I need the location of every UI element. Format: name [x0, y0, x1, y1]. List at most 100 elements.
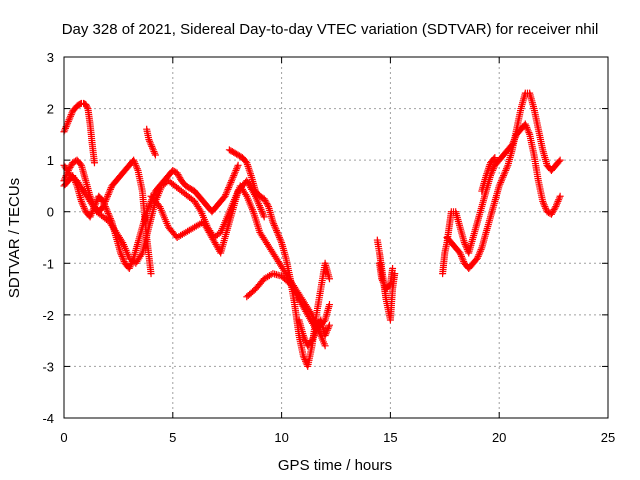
data-point-marker — [459, 256, 467, 264]
data-point-marker — [542, 204, 550, 212]
data-point-marker — [496, 180, 504, 188]
data-point-marker — [555, 194, 563, 202]
data-point-marker — [133, 163, 141, 171]
data-point-marker — [79, 201, 87, 209]
data-point-marker — [230, 170, 238, 178]
data-point-marker — [118, 237, 126, 245]
y-tick-label: 2 — [47, 102, 54, 117]
data-point-marker — [105, 211, 113, 219]
data-point-marker — [275, 234, 283, 241]
data-point-marker — [521, 120, 529, 128]
data-point-marker — [242, 191, 250, 199]
data-point-marker — [270, 221, 278, 229]
data-point-marker — [225, 182, 233, 190]
data-point-marker — [555, 196, 563, 204]
data-point-marker — [308, 337, 316, 345]
data-point-marker — [554, 197, 562, 205]
x-tick-label: 25 — [601, 430, 615, 445]
data-point-marker — [553, 199, 561, 207]
data-point-marker — [151, 149, 159, 157]
data-point-marker — [462, 242, 470, 250]
data-point-marker — [551, 204, 559, 212]
y-tick-label: -3 — [42, 359, 54, 374]
data-point-marker — [325, 275, 333, 283]
data-point-marker — [324, 325, 332, 333]
data-point-marker — [495, 182, 503, 190]
data-point-marker — [104, 192, 112, 200]
y-tick-label: 3 — [47, 50, 54, 65]
data-point-marker — [233, 163, 241, 171]
data-point-marker — [145, 203, 153, 211]
data-point-marker — [491, 154, 499, 162]
data-point-marker — [380, 280, 388, 288]
data-point-marker — [552, 203, 560, 211]
data-point-marker — [313, 325, 321, 333]
data-point-marker — [457, 252, 465, 260]
data-point-marker — [300, 333, 308, 341]
data-point-marker — [553, 201, 561, 209]
data-point-marker — [88, 209, 96, 217]
data-point-marker — [80, 204, 88, 212]
data-point-marker — [556, 156, 564, 164]
x-tick-label: 10 — [274, 430, 288, 445]
data-point-marker — [312, 326, 320, 334]
data-point-marker — [260, 213, 268, 221]
data-point-marker — [100, 199, 108, 207]
data-point-marker — [231, 168, 239, 176]
data-point-marker — [148, 144, 156, 152]
data-point-marker — [476, 247, 484, 255]
data-point-marker — [232, 166, 240, 174]
data-point-marker — [118, 252, 126, 260]
data-point-marker — [222, 191, 230, 199]
data-point-marker — [323, 326, 331, 334]
data-point-marker — [309, 335, 317, 343]
data-point-marker — [540, 201, 548, 209]
data-point-marker — [103, 194, 111, 202]
data-point-marker — [456, 249, 464, 257]
data-point-marker — [325, 323, 333, 331]
data-point-marker — [242, 157, 250, 165]
data-point-marker — [87, 211, 95, 219]
data-point-marker — [473, 254, 481, 262]
data-point-marker — [556, 192, 564, 200]
data-point-marker — [224, 185, 232, 193]
data-point-marker — [500, 170, 508, 178]
data-point-marker — [385, 281, 393, 289]
chart-title: Day 328 of 2021, Sidereal Day-to-day VTE… — [62, 21, 599, 38]
data-point-marker — [143, 208, 151, 216]
data-point-marker — [144, 204, 152, 212]
data-point-marker — [310, 331, 318, 339]
data-point-marker — [275, 232, 283, 240]
data-point-marker — [476, 249, 484, 257]
data-point-marker — [277, 237, 285, 245]
data-point-marker — [61, 124, 69, 132]
data-point-marker — [143, 206, 151, 214]
data-point-marker — [102, 204, 110, 212]
data-point-marker — [119, 256, 127, 264]
data-point-marker — [458, 254, 466, 262]
y-tick-label: -4 — [42, 411, 54, 426]
data-point-marker — [233, 165, 241, 173]
data-point-marker — [270, 220, 278, 228]
data-point-marker — [106, 185, 114, 193]
data-point-marker — [460, 239, 468, 247]
data-point-marker — [119, 254, 127, 262]
data-point-marker — [541, 203, 549, 211]
data-point-marker — [104, 208, 112, 216]
data-point-marker — [145, 136, 153, 144]
data-point-marker — [229, 173, 237, 181]
data-point-marker — [264, 201, 272, 209]
data-point-marker — [77, 197, 85, 205]
data-point-marker — [93, 197, 101, 205]
data-point-marker — [500, 172, 508, 180]
data-point-marker — [310, 333, 318, 341]
data-point-marker — [389, 264, 397, 272]
data-point-marker — [539, 197, 547, 205]
data-point-marker — [104, 209, 112, 217]
data-point-marker — [325, 301, 333, 309]
data-point-marker — [269, 218, 277, 226]
data-point-marker — [105, 189, 113, 197]
data-point-marker — [523, 123, 531, 131]
